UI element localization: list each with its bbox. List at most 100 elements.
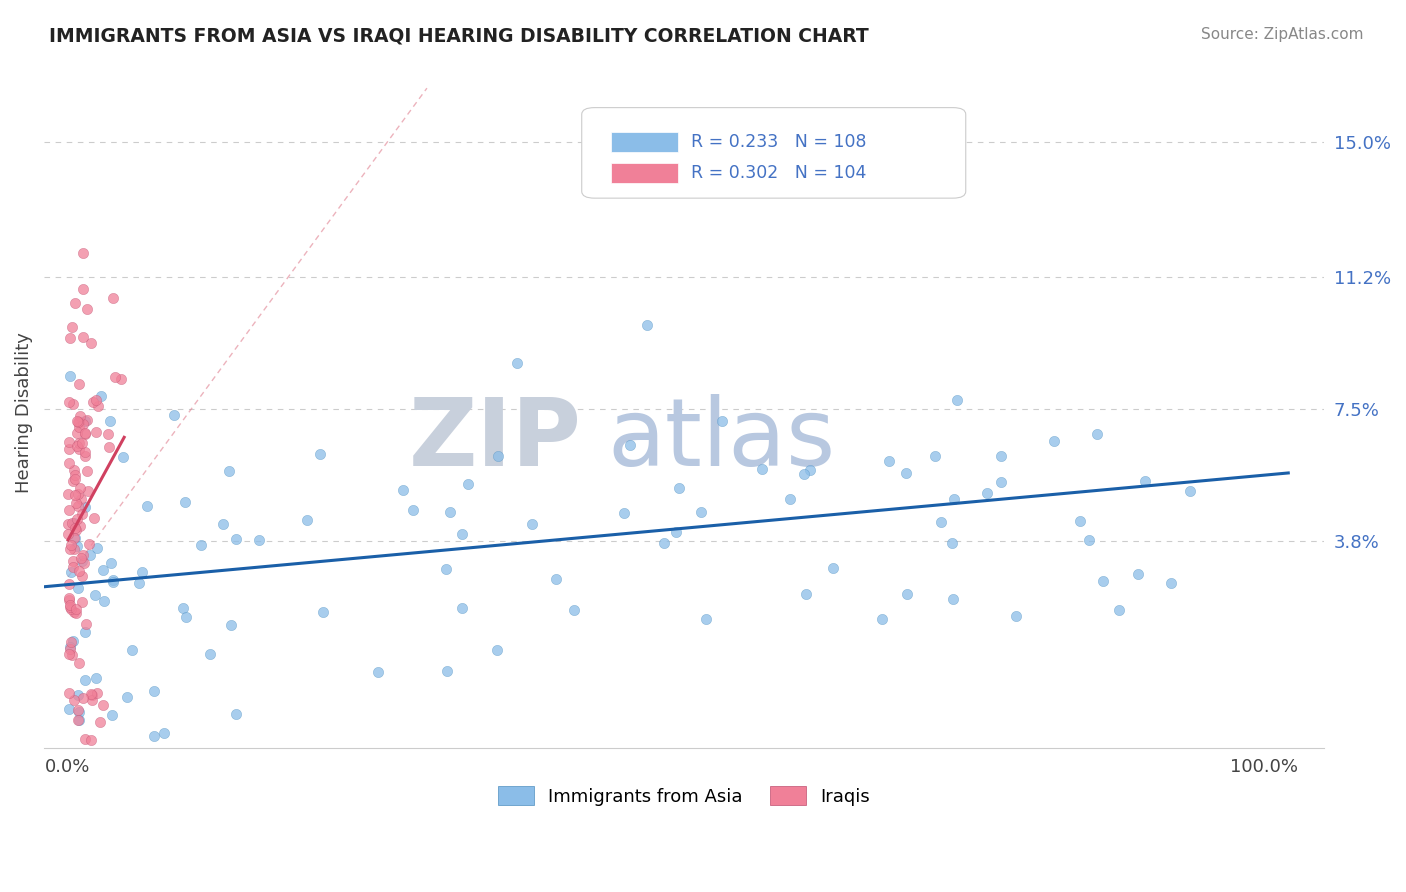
Point: [112, 450, 135, 464]
Point: [58, 527, 80, 541]
Point: [62, 554, 84, 568]
Point: [97, 426, 120, 441]
Point: [58, 647, 80, 661]
Point: [91, 698, 114, 712]
Point: [59, 331, 82, 345]
Point: [82, 394, 104, 409]
Text: R = 0.302   N = 104: R = 0.302 N = 104: [690, 164, 866, 182]
Point: [619, 438, 641, 452]
Point: [457, 476, 479, 491]
Point: [941, 536, 963, 550]
Point: [84, 425, 107, 440]
Point: [69, 657, 91, 671]
Point: [65, 601, 87, 615]
Point: [488, 449, 510, 463]
Point: [63, 463, 86, 477]
Point: [211, 516, 233, 531]
Point: [75, 673, 97, 687]
Point: [69, 551, 91, 566]
Point: [67, 713, 90, 727]
Point: [172, 601, 194, 615]
Point: [221, 618, 243, 632]
Point: [67, 419, 90, 434]
Point: [66, 426, 89, 441]
Point: [67, 564, 90, 578]
Point: [794, 587, 817, 601]
Point: [89, 715, 111, 730]
Point: [877, 453, 900, 467]
Point: [62, 474, 84, 488]
Point: [63, 488, 86, 502]
Point: [67, 436, 90, 450]
Point: [65, 521, 87, 535]
Point: [80, 693, 103, 707]
Point: [77, 484, 100, 499]
Point: [936, 153, 959, 167]
Point: [101, 291, 124, 305]
Text: IMMIGRANTS FROM ASIA VS IRAQI HEARING DISABILITY CORRELATION CHART: IMMIGRANTS FROM ASIA VS IRAQI HEARING DI…: [49, 27, 869, 45]
Point: [1126, 566, 1149, 581]
Point: [652, 536, 675, 550]
Point: [69, 409, 91, 423]
Point: [75, 500, 97, 514]
Point: [59, 599, 82, 614]
Point: [79, 548, 101, 562]
Point: [73, 624, 96, 639]
Point: [60, 320, 83, 334]
Text: ZIP: ZIP: [409, 393, 582, 485]
Text: Source: ZipAtlas.com: Source: ZipAtlas.com: [1201, 27, 1364, 42]
Point: [190, 538, 212, 552]
Point: [86, 541, 108, 555]
Point: [439, 505, 461, 519]
Point: [65, 531, 87, 545]
Point: [942, 591, 965, 606]
Point: [1091, 574, 1114, 588]
Point: [665, 524, 688, 539]
Point: [84, 671, 107, 685]
Point: [1178, 484, 1201, 499]
Point: [63, 473, 86, 487]
Point: [80, 687, 103, 701]
Point: [544, 572, 567, 586]
Point: [100, 556, 122, 570]
Point: [1005, 608, 1028, 623]
Point: [59, 635, 82, 649]
Point: [67, 442, 90, 456]
Point: [153, 726, 176, 740]
Point: [823, 561, 845, 575]
Point: [97, 440, 120, 454]
Point: [72, 690, 94, 705]
Point: [59, 641, 82, 656]
Point: [779, 491, 801, 506]
Point: [75, 425, 97, 440]
Point: [65, 523, 87, 537]
Point: [121, 643, 143, 657]
Point: [60, 516, 83, 530]
Point: [77, 537, 100, 551]
Point: [87, 399, 110, 413]
Point: [613, 506, 636, 520]
Text: R = 0.233   N = 108: R = 0.233 N = 108: [690, 133, 866, 151]
Point: [63, 693, 86, 707]
Point: [65, 496, 87, 510]
Point: [58, 503, 80, 517]
Point: [76, 464, 98, 478]
Point: [72, 554, 94, 568]
Text: atlas: atlas: [607, 393, 835, 485]
Point: [225, 532, 247, 546]
Point: [225, 707, 247, 722]
Point: [58, 395, 80, 409]
Point: [60, 566, 83, 580]
Point: [59, 538, 82, 552]
Point: [66, 486, 89, 500]
Point: [200, 647, 222, 661]
Point: [66, 414, 89, 428]
Point: [67, 377, 90, 392]
Point: [80, 336, 103, 351]
Point: [69, 519, 91, 533]
Point: [101, 575, 124, 590]
Point: [1133, 474, 1156, 488]
Point: [60, 648, 83, 662]
Point: [308, 447, 330, 461]
Point: [311, 605, 333, 619]
